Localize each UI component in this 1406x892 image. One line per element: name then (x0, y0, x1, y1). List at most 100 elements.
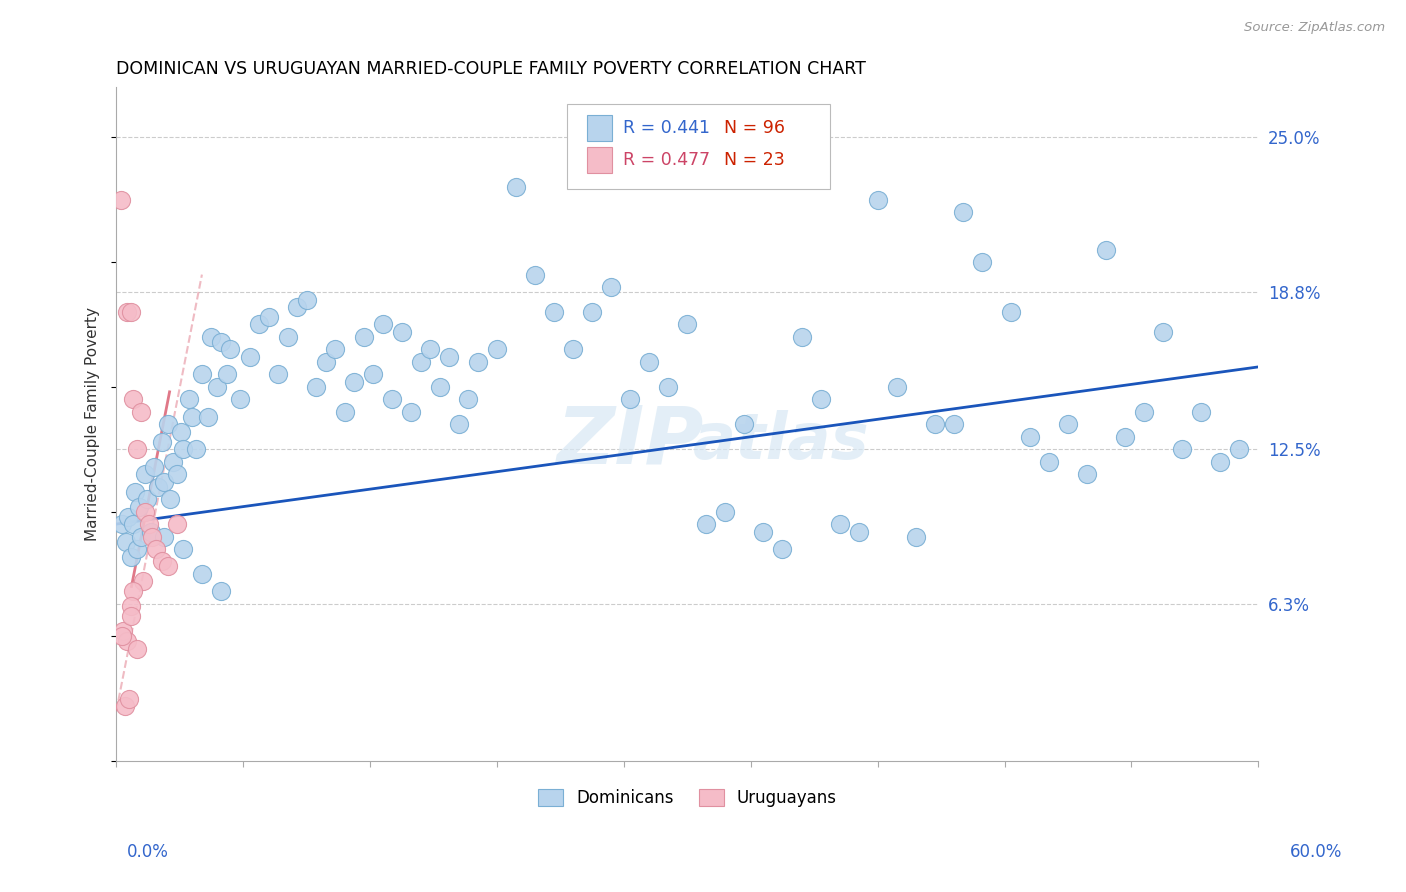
Point (120, 609, 142, 624)
Point (121, 549, 143, 564)
Point (114, 699, 136, 714)
Point (110, 193, 132, 207)
Point (1227, 442, 1250, 457)
FancyBboxPatch shape (586, 115, 612, 141)
Point (285, 300, 308, 314)
Point (1133, 405, 1156, 419)
Point (447, 417, 470, 432)
Point (1095, 243, 1118, 257)
Text: atlas: atlas (693, 410, 870, 472)
Point (110, 629, 132, 643)
Point (138, 517, 160, 532)
Point (162, 455, 184, 469)
Point (143, 459, 166, 474)
Point (229, 392, 252, 407)
Point (924, 417, 946, 432)
Point (1057, 417, 1080, 432)
Point (238, 350, 260, 364)
Point (135, 492, 157, 507)
Point (191, 566, 214, 581)
Point (1000, 305, 1022, 319)
Point (371, 318, 394, 332)
Point (166, 467, 188, 482)
Point (439, 350, 461, 364)
Point (114, 534, 136, 549)
Point (1038, 455, 1060, 469)
Point (134, 505, 156, 519)
Point (166, 517, 188, 532)
Point (733, 417, 755, 432)
Point (1189, 405, 1212, 419)
Point (120, 305, 142, 319)
Point (129, 405, 152, 419)
Point (972, 255, 994, 269)
Point (209, 584, 232, 599)
Point (200, 330, 222, 344)
Point (129, 530, 152, 544)
Point (790, 330, 813, 344)
Point (127, 541, 149, 556)
Legend: Dominicans, Uruguayans: Dominicans, Uruguayans (531, 782, 844, 814)
Point (122, 584, 145, 599)
Point (1114, 430, 1136, 444)
Point (1076, 467, 1098, 482)
Point (121, 599, 143, 614)
Point (156, 417, 179, 432)
Point (115, 305, 138, 319)
Point (209, 334, 232, 349)
Text: ZIP: ZIP (555, 402, 703, 480)
Point (186, 442, 208, 457)
Point (848, 524, 870, 539)
Point (904, 530, 927, 544)
Text: 0.0%: 0.0% (127, 843, 169, 861)
Point (117, 691, 139, 706)
Point (181, 409, 204, 424)
Point (150, 434, 173, 449)
Point (676, 318, 699, 332)
Point (191, 368, 214, 382)
Point (562, 343, 585, 357)
Text: 60.0%: 60.0% (1291, 843, 1343, 861)
Point (581, 305, 603, 319)
Text: Source: ZipAtlas.com: Source: ZipAtlas.com (1244, 21, 1385, 34)
Point (124, 484, 146, 499)
Point (127, 442, 149, 457)
Point (315, 355, 337, 369)
Point (177, 392, 200, 407)
Point (942, 417, 965, 432)
Text: DOMINICAN VS URUGUAYAN MARRIED-COUPLE FAMILY POVERTY CORRELATION CHART: DOMINICAN VS URUGUAYAN MARRIED-COUPLE FA… (117, 60, 866, 78)
Point (419, 343, 441, 357)
Point (305, 380, 328, 394)
Point (132, 574, 155, 589)
Point (141, 530, 163, 544)
Point (159, 492, 181, 507)
Point (505, 180, 527, 194)
Point (205, 380, 228, 394)
Point (467, 355, 489, 369)
Point (323, 343, 346, 357)
Point (295, 293, 318, 307)
Point (215, 368, 238, 382)
Point (886, 380, 908, 394)
Point (134, 467, 156, 482)
Point (146, 480, 169, 494)
Point (714, 505, 737, 519)
Point (111, 624, 134, 639)
Point (115, 634, 138, 648)
Point (391, 325, 413, 339)
Point (172, 541, 194, 556)
Point (172, 442, 194, 457)
Text: R = 0.441: R = 0.441 (623, 119, 710, 136)
Point (952, 205, 974, 219)
Point (1171, 442, 1194, 457)
Point (657, 380, 679, 394)
Text: N = 23: N = 23 (724, 152, 785, 169)
Point (257, 310, 280, 324)
Point (828, 517, 851, 532)
Point (866, 193, 889, 207)
Point (343, 375, 366, 389)
Point (145, 541, 167, 556)
Point (429, 380, 451, 394)
Point (619, 392, 641, 407)
Point (128, 500, 150, 514)
